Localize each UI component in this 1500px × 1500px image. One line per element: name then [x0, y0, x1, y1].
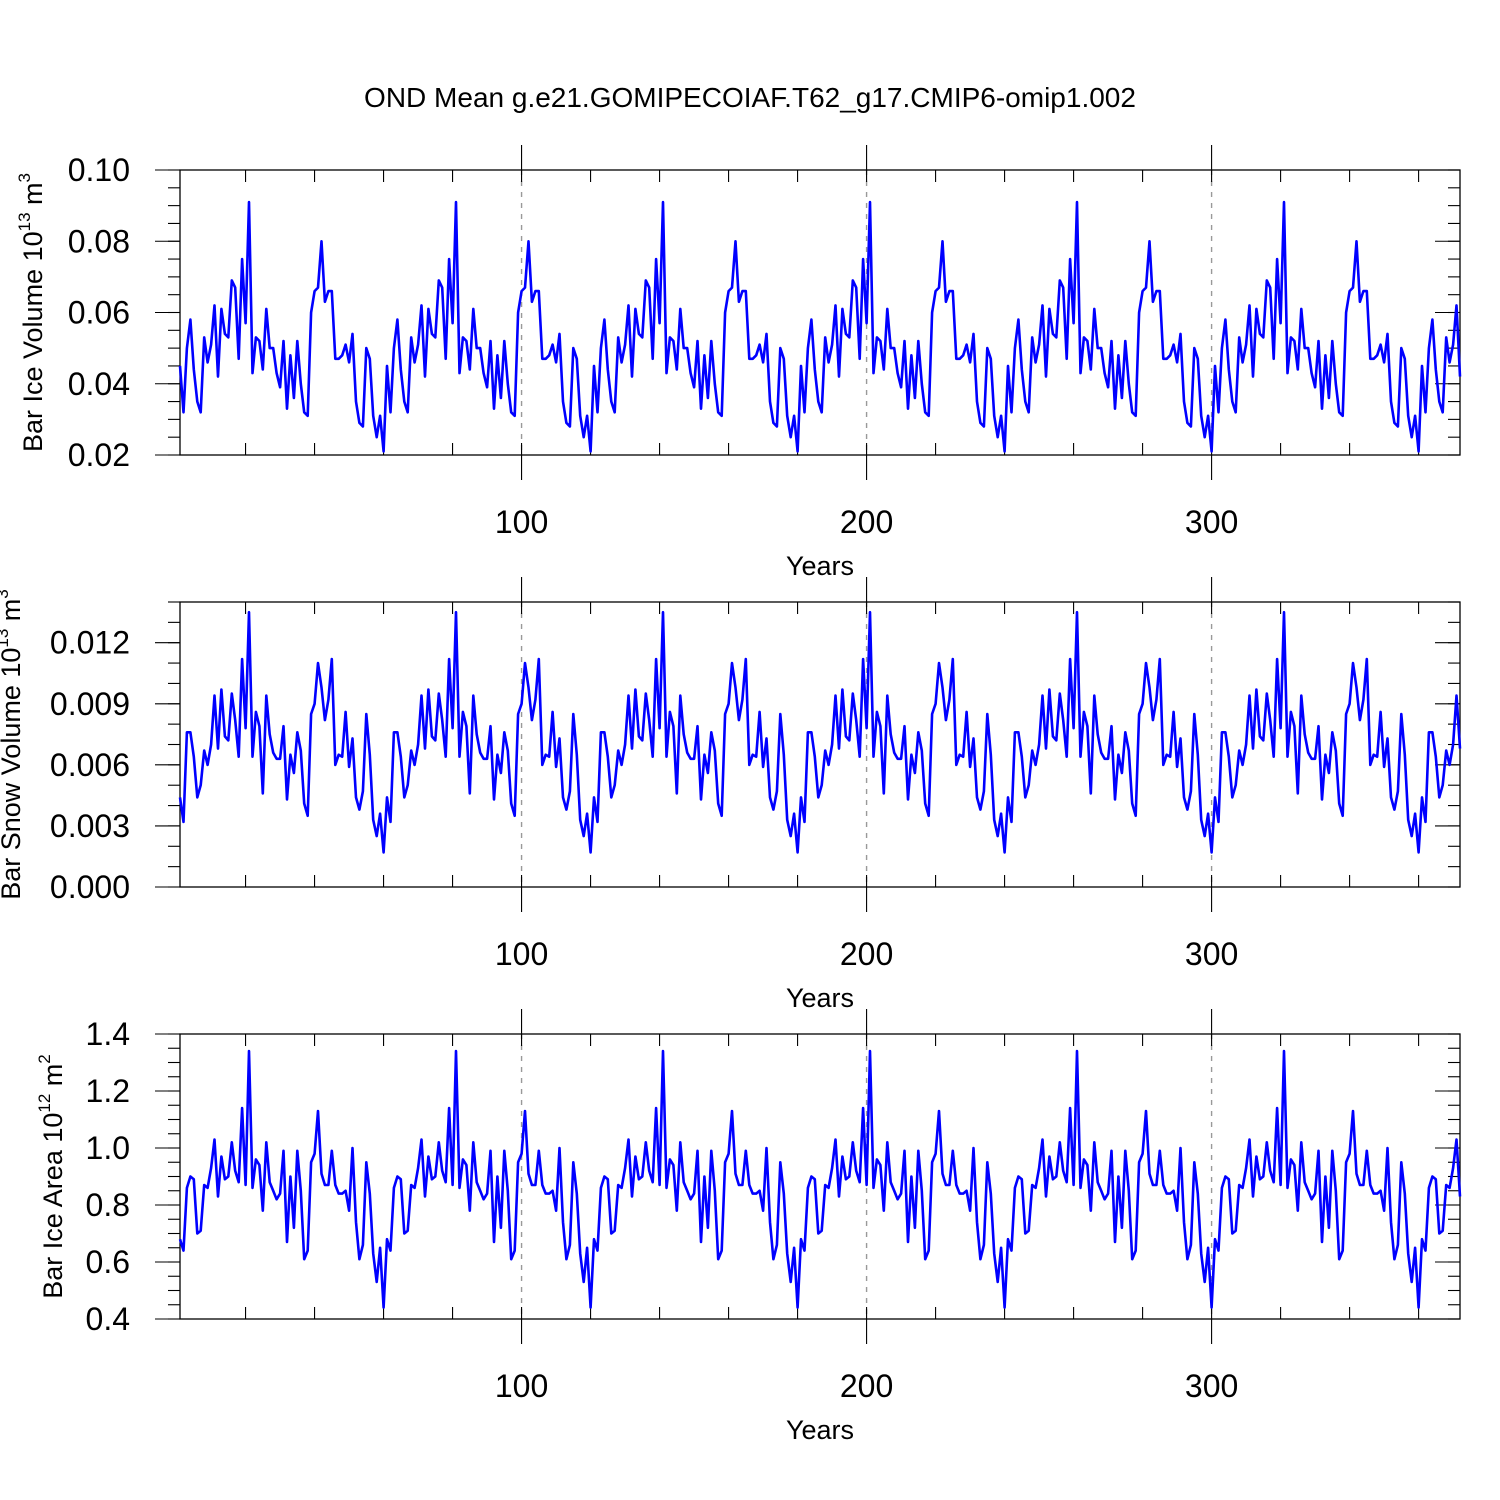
series-line-ice_area — [178, 1049, 1462, 1309]
y-label-unit-exponent: 3 — [0, 589, 12, 598]
y-label-unit-exponent: 3 — [15, 173, 34, 182]
plot-frame — [179, 601, 1461, 888]
y-axis-label: Bar Snow Volume 1013 m3 — [0, 589, 26, 900]
y-tick-label: 0.012 — [50, 625, 130, 661]
y-axis-label: Bar Ice Area 1012 m2 — [35, 1054, 68, 1299]
y-tick-label: 0.006 — [50, 747, 130, 783]
x-axis-label: Years — [786, 1415, 854, 1445]
y-tick-label: 0.10 — [68, 152, 130, 188]
x-axis-label: Years — [786, 551, 854, 581]
y-tick-label: 0.009 — [50, 686, 130, 722]
x-tick-label: 300 — [1185, 936, 1238, 972]
x-tick-label: 100 — [495, 1368, 548, 1404]
x-tick-label: 100 — [495, 504, 548, 540]
y-tick-label: 1.2 — [86, 1073, 130, 1109]
y-tick-label: 0.04 — [68, 366, 130, 402]
y-label-exponent: 12 — [35, 1094, 54, 1113]
y-label-text: Bar Snow Volume 10 — [0, 648, 26, 900]
y-tick-label: 0.02 — [68, 437, 130, 473]
x-tick-label: 200 — [840, 1368, 893, 1404]
y-label-unit-exponent: 2 — [35, 1054, 54, 1063]
chart-title: OND Mean g.e21.GOMIPECOIAF.T62_g17.CMIP6… — [364, 82, 1136, 113]
series-line-ice_volume — [178, 200, 1462, 453]
y-label-exponent: 13 — [15, 212, 34, 231]
y-label-text: Bar Ice Volume 10 — [18, 231, 48, 452]
y-tick-label: 0.000 — [50, 869, 130, 905]
y-tick-label: 0.4 — [86, 1301, 130, 1337]
x-tick-label: 100 — [495, 936, 548, 972]
y-label-unit: m — [38, 1064, 68, 1094]
y-tick-label: 0.08 — [68, 223, 130, 259]
x-tick-label: 200 — [840, 936, 893, 972]
y-label-exponent: 13 — [0, 629, 12, 648]
y-tick-label: 0.6 — [86, 1244, 130, 1280]
y-tick-label: 0.06 — [68, 295, 130, 331]
y-axis-label: Bar Ice Volume 1013 m3 — [15, 173, 48, 452]
panel-ice_area: 0.4 0.6 0.8 1.0 1.2 1.4 100 200 300 Years Bar Ice … — [35, 1009, 1462, 1445]
y-tick-label: 1.4 — [86, 1016, 130, 1052]
plot-frame — [179, 1033, 1461, 1320]
x-tick-label: 300 — [1185, 1368, 1238, 1404]
x-tick-label: 300 — [1185, 504, 1238, 540]
y-label-unit: m — [18, 182, 48, 212]
chart-panels: 0.02 0.04 0.06 0.08 0.10 100 200 300 Years Bar Ic… — [0, 145, 1462, 1445]
y-tick-label: 0.003 — [50, 808, 130, 844]
x-axis-label: Years — [786, 983, 854, 1013]
plot-frame — [179, 169, 1461, 456]
panel-ice_volume: 0.02 0.04 0.06 0.08 0.10 100 200 300 Years Bar Ic… — [15, 145, 1462, 581]
y-label-text: Bar Ice Area 10 — [38, 1113, 68, 1299]
y-tick-label: 0.8 — [86, 1187, 130, 1223]
x-tick-label: 200 — [840, 504, 893, 540]
y-tick-label: 1.0 — [86, 1130, 130, 1166]
panel-snow_volume: 0.000 0.003 0.006 0.009 0.012 100 200 300 Years B… — [0, 577, 1462, 1013]
series-line-snow_volume — [178, 610, 1462, 854]
y-label-unit: m — [0, 599, 26, 629]
